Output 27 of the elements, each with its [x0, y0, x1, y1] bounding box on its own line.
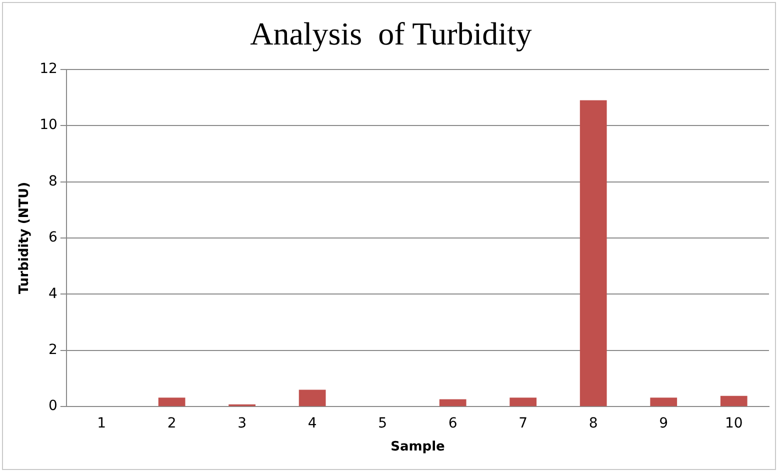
x-tick-label: 1: [97, 416, 106, 432]
x-tick-label: 8: [588, 416, 598, 432]
x-tick-label: 10: [724, 416, 743, 432]
y-tick-label: 6: [48, 230, 58, 246]
y-axis-title: Turbidity (NTU): [17, 182, 32, 294]
bar: [510, 398, 537, 406]
y-tick-label: 2: [48, 342, 58, 358]
x-axis-title: Sample: [390, 440, 446, 455]
x-tick-label: 2: [167, 416, 176, 432]
bar: [158, 398, 186, 406]
bar: [298, 390, 326, 406]
bar: [650, 398, 678, 406]
x-tick-label: 4: [308, 416, 317, 432]
y-tick-label: 10: [40, 117, 58, 134]
bar: [439, 399, 466, 406]
y-tick-label: 4: [48, 286, 58, 302]
y-tick-label: 12: [40, 61, 58, 78]
chart-title: Analysis of Turbidity: [250, 16, 532, 52]
x-tick-label: 7: [518, 416, 528, 432]
bar: [580, 100, 607, 406]
y-tick-label: 0: [48, 398, 58, 414]
x-tick-label: 3: [238, 416, 247, 432]
x-tick-label: 9: [659, 416, 668, 432]
x-tick-label: 5: [378, 416, 388, 432]
y-tick-label: 8: [48, 173, 58, 190]
x-tick-label: 6: [448, 416, 458, 432]
bar: [720, 396, 748, 406]
